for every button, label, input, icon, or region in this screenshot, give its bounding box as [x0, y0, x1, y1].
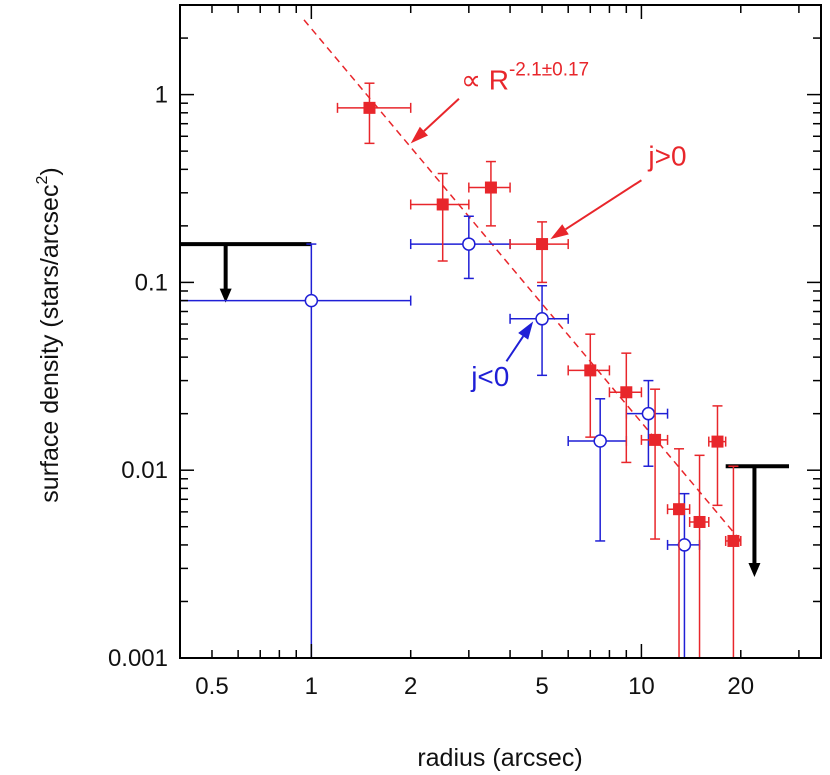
- y-axis-title-close: ): [36, 167, 64, 175]
- fit-line-layer: [303, 19, 742, 542]
- square-marker: [536, 238, 549, 251]
- data-point: [666, 448, 691, 658]
- square-marker: [693, 515, 706, 528]
- circle-marker: [304, 293, 319, 308]
- square-marker: [436, 198, 449, 211]
- annotation-layer: ∝ R-2.1±0.17 j>0 j<0: [410, 60, 687, 392]
- series-j-pos: [336, 82, 742, 658]
- power-law-prefix: ∝ R: [461, 65, 509, 96]
- data-point: [688, 454, 710, 658]
- j-neg-annotation: j<0: [470, 361, 509, 392]
- circle-marker: [677, 538, 692, 552]
- tick-layer: [179, 4, 821, 659]
- x-tick-label: 10: [628, 673, 655, 700]
- upper-limit: [725, 464, 790, 577]
- annotation-arrow-line: [423, 98, 460, 132]
- x-tick-label: 0.5: [195, 673, 228, 700]
- annotation-arrowhead: [410, 126, 429, 144]
- power-law-arrow: [410, 98, 460, 144]
- annotation-arrow-line: [564, 179, 642, 231]
- y-tick-label: 0.1: [135, 269, 168, 296]
- square-marker: [484, 181, 497, 194]
- x-tick-label: 20: [727, 673, 754, 700]
- y-axis-title: surface density (stars/arcsec2): [34, 167, 64, 502]
- circle-marker: [462, 237, 476, 251]
- circle-marker: [535, 312, 549, 326]
- y-tick-label: 0.01: [121, 457, 168, 484]
- upper-limit-arrowhead: [748, 562, 761, 577]
- data-point: [567, 333, 611, 438]
- square-marker: [711, 435, 724, 448]
- power-law-fit-line: [303, 19, 742, 542]
- data-point: [625, 379, 669, 467]
- tick-label-layer: 0.5 1 2 5 10 20 1 0.1 0.01 0.001: [108, 82, 754, 700]
- data-point: [708, 405, 727, 507]
- plot-frame: [179, 4, 822, 659]
- power-law-exponent: -2.1±0.17: [509, 60, 589, 81]
- j-pos-annotation: j>0: [647, 140, 686, 171]
- y-axis-title-sup: 2: [34, 176, 51, 185]
- annotation-arrow-line: [505, 335, 525, 362]
- data-point: [409, 215, 511, 280]
- j-pos-arrow: [550, 179, 642, 240]
- data-point: [509, 221, 569, 284]
- data-point: [608, 352, 643, 464]
- upper-limit-arrowhead: [219, 288, 232, 303]
- series-j-neg: [179, 215, 701, 658]
- data-point: [409, 172, 470, 262]
- data-point: [640, 388, 669, 540]
- x-tick-label: 5: [535, 673, 548, 700]
- power-law-annotation: ∝ R-2.1±0.17: [461, 60, 589, 96]
- data-point: [179, 243, 412, 658]
- data-point: [336, 82, 412, 145]
- square-marker: [584, 364, 597, 377]
- square-marker: [727, 534, 740, 547]
- annotation-arrowhead: [518, 321, 534, 340]
- annotation-arrowhead: [550, 224, 569, 240]
- data-point: [509, 284, 569, 377]
- data-point: [567, 398, 628, 542]
- upper-limit: [180, 242, 312, 303]
- square-marker: [620, 386, 633, 399]
- square-marker: [649, 433, 662, 446]
- y-tick-label: 0.001: [108, 645, 168, 672]
- x-axis-title: radius (arcsec): [417, 744, 582, 772]
- circle-marker: [641, 406, 656, 421]
- data-point: [724, 465, 742, 658]
- square-marker: [363, 101, 376, 114]
- x-tick-label: 1: [305, 673, 318, 700]
- x-tick-label: 2: [404, 673, 417, 700]
- y-tick-label: 1: [155, 82, 168, 109]
- y-axis-title-main: surface density (stars/arcsec: [36, 185, 64, 503]
- j-neg-arrow: [505, 321, 534, 362]
- data-point: [468, 160, 511, 227]
- square-marker: [673, 503, 686, 516]
- circle-marker: [593, 434, 607, 448]
